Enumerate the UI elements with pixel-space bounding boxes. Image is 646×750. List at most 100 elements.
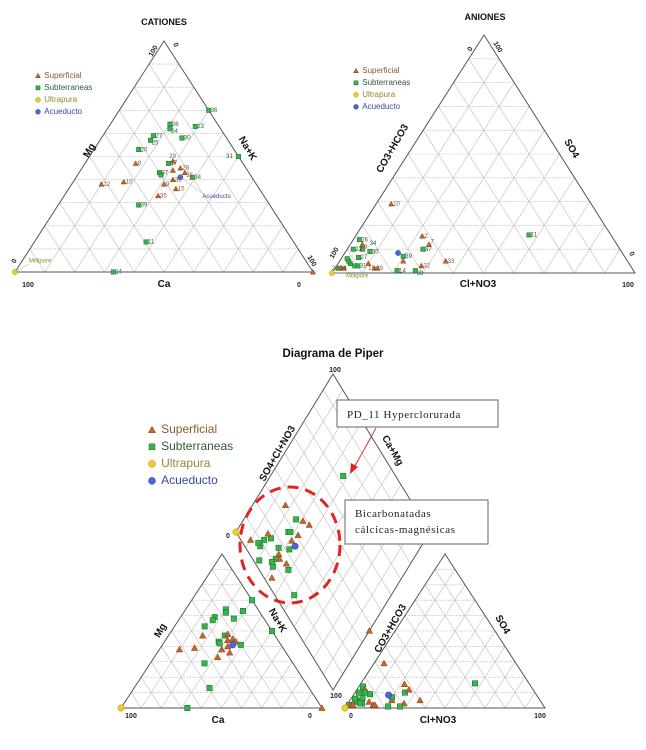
superficial-marker bbox=[169, 167, 176, 173]
superficial-marker bbox=[132, 160, 139, 166]
superficial-marker bbox=[148, 425, 156, 433]
subterraneas-marker bbox=[136, 202, 142, 208]
acueducto-marker bbox=[148, 477, 156, 485]
gridline bbox=[148, 63, 284, 273]
tick-label: 100 bbox=[329, 367, 341, 374]
subterraneas-marker bbox=[136, 147, 142, 153]
subterraneas-marker bbox=[249, 597, 255, 604]
axis-label-so4: SO4 bbox=[492, 613, 512, 636]
gridline bbox=[543, 201, 590, 274]
axis-label-so4-cl-no3: SO4+Cl+NO3 bbox=[258, 424, 299, 484]
gridline bbox=[362, 58, 500, 274]
superficial-marker bbox=[359, 241, 366, 247]
superficial-marker bbox=[169, 158, 176, 164]
superficial-marker bbox=[365, 260, 372, 266]
subterraneas-marker bbox=[201, 623, 208, 630]
subterraneas-marker bbox=[367, 249, 373, 255]
axis-label-ca: Ca bbox=[212, 715, 225, 726]
cations-title: CATIONES bbox=[141, 17, 187, 27]
axis-label-nak: Na+K bbox=[236, 135, 259, 164]
superficial-marker bbox=[214, 653, 222, 660]
point-label: 23 bbox=[355, 247, 362, 253]
acueducto-marker bbox=[35, 109, 41, 115]
superficial-marker bbox=[416, 696, 424, 704]
legend-label: Ultrapura bbox=[44, 95, 77, 104]
point-label: 24 bbox=[340, 266, 347, 272]
callout-text: PD_11 Hyperclorurada bbox=[347, 409, 461, 421]
superficial-marker bbox=[275, 550, 283, 557]
gridline bbox=[524, 692, 536, 709]
subterraneas-marker bbox=[239, 608, 246, 614]
subterraneas-marker bbox=[230, 615, 237, 622]
legend-piper: Superficial Subterraneas Ultrapura Acueduct… bbox=[148, 422, 233, 487]
legend-label: Subterraneas bbox=[362, 78, 410, 87]
arrowhead-icon bbox=[350, 463, 358, 474]
superficial-marker bbox=[224, 636, 232, 644]
gridline bbox=[191, 600, 262, 709]
superficial-marker bbox=[199, 631, 207, 639]
legend-item: Ultrapura bbox=[353, 90, 396, 99]
acueducto-marker bbox=[353, 104, 359, 110]
legend-label: Subterraneas bbox=[161, 439, 233, 453]
subterraneas-marker bbox=[285, 566, 292, 573]
gridline bbox=[163, 156, 239, 273]
axis-label-co3-hco3: CO3+HCO3 bbox=[375, 122, 412, 175]
legend-item: Ultrapura bbox=[35, 95, 78, 104]
subterraneas-marker bbox=[184, 705, 191, 711]
triangle-outline bbox=[331, 34, 636, 274]
subterraneas-marker bbox=[151, 133, 157, 139]
superficial-marker bbox=[169, 176, 176, 182]
point-label: 38 bbox=[417, 271, 424, 277]
legend-cations: Superficial Subterraneas Ultrapura Acueduct… bbox=[35, 71, 92, 116]
superficial-marker bbox=[160, 181, 168, 187]
superficial-marker bbox=[218, 645, 226, 653]
legend-label: Ultrapura bbox=[362, 90, 395, 99]
tick-label: 100 bbox=[125, 713, 137, 720]
subterraneas-marker bbox=[201, 660, 208, 667]
gridline bbox=[44, 225, 75, 273]
superficial-marker bbox=[268, 574, 276, 581]
subterraneas-marker bbox=[385, 703, 391, 710]
gridline bbox=[483, 153, 560, 274]
subterraneas-marker bbox=[269, 628, 275, 634]
subterraneas-marker bbox=[286, 546, 293, 553]
superficial-marker bbox=[172, 185, 179, 192]
subterraneas-marker bbox=[206, 685, 213, 691]
axis-label-ca-mg: Ca+Mg bbox=[379, 434, 405, 468]
anions-title: ANIONES bbox=[464, 12, 505, 22]
tick-label: 100 bbox=[148, 44, 160, 58]
point-label: 39 bbox=[141, 203, 148, 209]
point-label: Millipore bbox=[29, 259, 52, 265]
tick-label: 0 bbox=[467, 46, 475, 53]
superficial-marker bbox=[400, 257, 407, 264]
subterraneas-marker bbox=[362, 689, 368, 696]
subterraneas-marker bbox=[472, 680, 478, 687]
superficial-marker bbox=[371, 701, 379, 708]
axis-label-cl-no3: Cl+NO3 bbox=[420, 715, 457, 726]
superficial-marker bbox=[380, 659, 388, 667]
piper-title: Diagrama de Piper bbox=[283, 348, 385, 360]
subterraneas-marker bbox=[268, 559, 275, 565]
ultrapura-marker bbox=[341, 704, 349, 712]
subterraneas-marker bbox=[350, 246, 356, 252]
subterraneas-marker bbox=[143, 239, 149, 245]
point-label: 26 bbox=[361, 237, 368, 243]
point-label: 31 bbox=[360, 264, 367, 270]
axis-label-so4: SO4 bbox=[561, 137, 581, 160]
superficial-marker bbox=[353, 67, 359, 74]
subterraneas-marker bbox=[291, 592, 298, 599]
point-label: 15 bbox=[178, 187, 185, 193]
point-label: 28 bbox=[332, 266, 339, 272]
point-label: 24 bbox=[171, 129, 178, 135]
subterraneas-marker bbox=[360, 683, 366, 690]
gridline bbox=[223, 202, 269, 273]
gridline bbox=[404, 600, 476, 709]
callout-text: Bicarbonatadas bbox=[355, 508, 431, 520]
subterraneas-marker bbox=[353, 80, 359, 86]
gridline bbox=[211, 569, 303, 709]
superficial-marker bbox=[400, 680, 409, 687]
point-label: 7 bbox=[430, 240, 434, 246]
pd11-callout: PD_11 Hyperclorurada bbox=[336, 399, 499, 474]
superficial-marker bbox=[405, 685, 413, 693]
gridline bbox=[444, 630, 496, 709]
